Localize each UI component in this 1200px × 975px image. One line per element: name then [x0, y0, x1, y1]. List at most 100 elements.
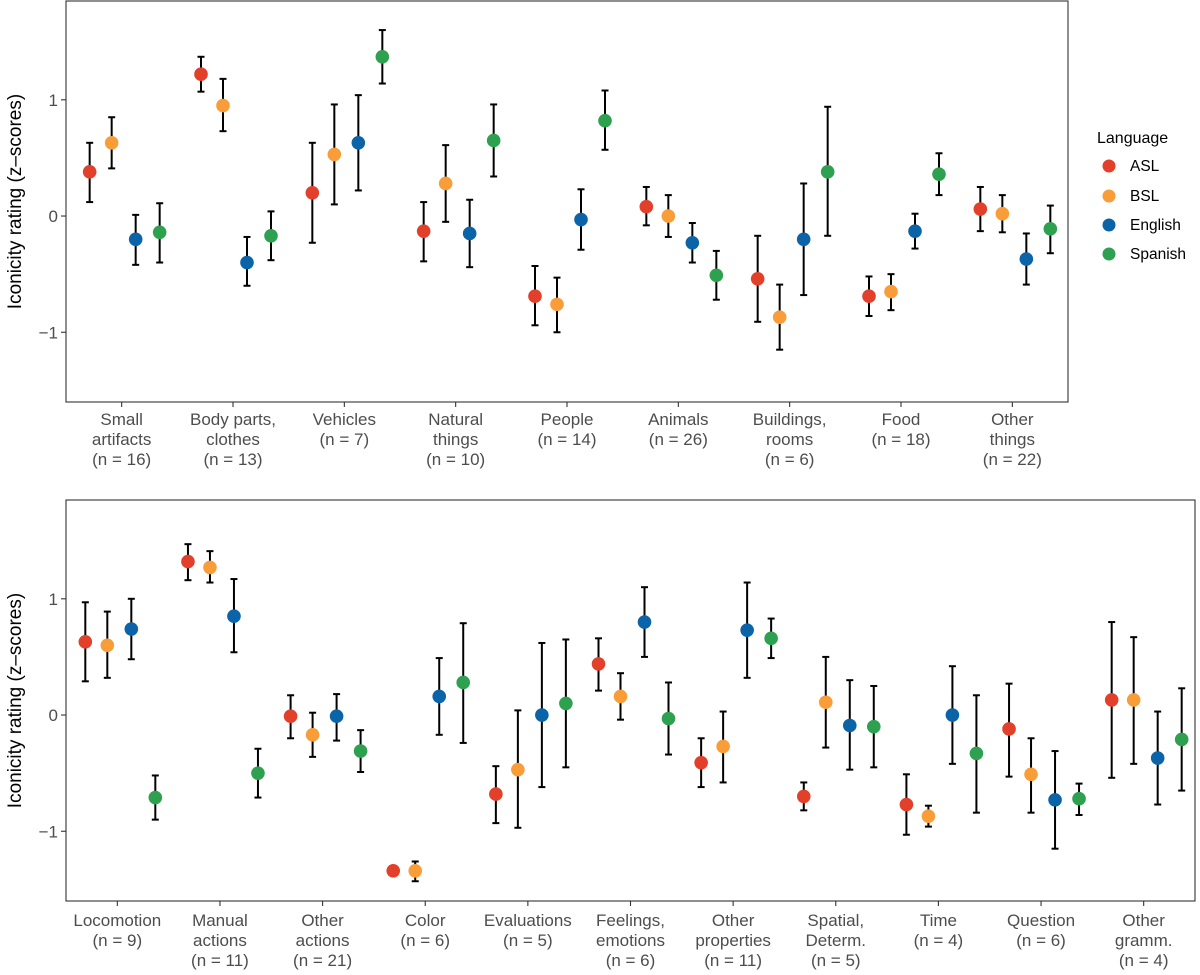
point-spanish	[148, 790, 163, 805]
x-tick-label-line: Small	[100, 410, 143, 429]
point-english	[432, 689, 447, 704]
point-spanish	[969, 746, 984, 761]
legend-title: Language	[1097, 130, 1168, 147]
x-tick-label-line: Evaluations	[484, 911, 572, 930]
x-tick-label-line: Feelings,	[596, 911, 665, 930]
legend-item-english: English	[1102, 217, 1181, 234]
y-axis-title: Iconicity rating (z–scores)	[5, 593, 26, 808]
point-asl	[305, 185, 320, 200]
x-tick-label-line: (n = 5)	[811, 951, 861, 970]
x-tick-label-manual: Manual actions (n = 11)	[191, 911, 249, 970]
point-asl	[416, 224, 431, 238]
y-tick-label: 0	[49, 207, 58, 226]
x-tick-label-question: Question (n = 6)	[1007, 911, 1075, 950]
x-tick-label-other: Other actions (n = 21)	[293, 911, 352, 970]
point-english	[685, 235, 700, 250]
point-bsl	[327, 147, 342, 162]
legend-key-english	[1102, 218, 1116, 232]
x-tick-label-line: (n = 16)	[92, 450, 151, 469]
point-english	[945, 708, 960, 722]
point-bsl	[661, 209, 676, 223]
point-spanish	[866, 719, 881, 734]
y-tick-label: 0	[49, 706, 58, 725]
point-bsl	[511, 762, 525, 777]
x-tick-label-line: actions	[296, 931, 350, 950]
x-tick-label-small: Small artifacts (n = 16)	[92, 410, 152, 469]
x-tick-label-line: Other	[1122, 911, 1165, 930]
point-spanish	[764, 631, 778, 646]
x-tick-label-line: Natural	[428, 410, 483, 429]
point-asl	[283, 709, 298, 723]
x-tick-label-line: properties	[695, 931, 771, 950]
y-tick-label: 1	[49, 590, 58, 609]
x-tick-label-line: Spatial,	[807, 911, 864, 930]
point-asl	[639, 199, 654, 214]
point-english	[124, 622, 139, 636]
point-english	[227, 609, 241, 624]
legend-key-spanish	[1102, 247, 1116, 261]
point-english	[842, 718, 857, 733]
legend-item-asl: ASL	[1102, 158, 1160, 175]
x-tick-label-line: (n = 4)	[1119, 951, 1169, 970]
point-asl	[899, 797, 914, 812]
x-tick-label-line: (n = 18)	[871, 430, 930, 449]
x-tick-label-line: (n = 14)	[537, 430, 596, 449]
x-tick-label-line: Manual	[192, 911, 248, 930]
point-spanish	[1043, 222, 1058, 236]
point-asl	[796, 789, 811, 804]
point-bsl	[995, 206, 1010, 221]
x-tick-label-line: Color	[405, 911, 446, 930]
point-asl	[694, 755, 708, 770]
point-asl	[750, 271, 765, 286]
point-bsl	[772, 310, 787, 324]
legend-item-bsl: BSL	[1102, 188, 1160, 205]
point-english	[462, 226, 477, 241]
x-tick-label-line: Body parts,	[190, 410, 276, 429]
point-spanish	[820, 165, 835, 179]
y-tick-label: −1	[39, 822, 58, 841]
point-spanish	[1072, 791, 1086, 806]
point-spanish	[456, 675, 471, 690]
x-tick-label-line: (n = 26)	[649, 430, 708, 449]
x-tick-label-line: Locomotion	[73, 911, 161, 930]
point-asl	[82, 165, 97, 179]
y-tick-label: 1	[49, 91, 58, 110]
x-tick-label-body-parts: Body parts, clothes (n = 13)	[190, 410, 276, 469]
point-bsl	[550, 297, 564, 312]
x-tick-label-line: (n = 5)	[503, 931, 553, 950]
x-tick-label-spatial: Spatial, Determ. (n = 5)	[806, 911, 866, 970]
point-bsl	[216, 98, 230, 113]
x-tick-label-color: Color (n = 6)	[400, 911, 450, 950]
point-bsl	[203, 560, 217, 575]
x-tick-label-line: (n = 10)	[426, 450, 485, 469]
x-tick-label-line: (n = 11)	[191, 951, 249, 970]
point-spanish	[375, 49, 390, 64]
legend-label-asl: ASL	[1130, 158, 1160, 175]
point-bsl	[716, 739, 730, 754]
point-asl	[78, 635, 93, 649]
point-asl	[862, 289, 876, 304]
point-english	[908, 224, 922, 238]
point-english	[574, 212, 588, 227]
x-tick-label-time: Time (n = 4)	[914, 911, 964, 950]
x-tick-label-food: Food (n = 18)	[871, 410, 930, 449]
x-tick-label-line: (n = 11)	[704, 951, 762, 970]
x-tick-label-line: (n = 7)	[320, 430, 370, 449]
x-tick-label-line: (n = 6)	[400, 931, 450, 950]
point-bsl	[613, 689, 628, 704]
point-bsl	[305, 727, 320, 742]
point-asl	[528, 289, 542, 304]
x-tick-label-line: Animals	[648, 410, 708, 429]
x-tick-label-locomotion: Locomotion (n = 9)	[73, 911, 161, 950]
x-tick-label-line: artifacts	[92, 430, 152, 449]
point-english	[329, 709, 344, 723]
x-tick-label-line: gramm.	[1115, 931, 1173, 950]
point-bsl	[438, 176, 453, 191]
point-bsl	[884, 284, 898, 299]
point-spanish	[661, 711, 676, 726]
x-tick-label-animals: Animals (n = 26)	[648, 410, 708, 449]
x-tick-label-line: Determ.	[806, 931, 866, 950]
x-tick-label-line: (n = 9)	[93, 931, 143, 950]
point-asl	[181, 554, 195, 569]
x-tick-label-line: Vehicles	[313, 410, 376, 429]
